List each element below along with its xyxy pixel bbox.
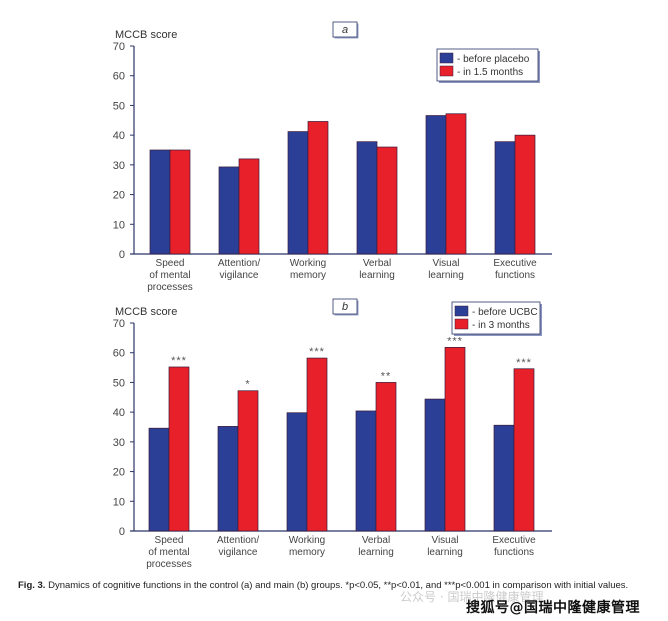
wechat-watermark: 公众号 · 国瑞中隆健康管理 xyxy=(400,590,544,604)
bar-after-1 xyxy=(238,158,260,255)
bar-before-4 xyxy=(424,398,446,532)
y-tick-label: 40 xyxy=(113,130,125,142)
significance-marker: *** xyxy=(309,346,325,358)
y-axis-title: MCCB score xyxy=(115,29,177,41)
x-category-label: Speed xyxy=(156,258,185,269)
legend-label: - before placebo xyxy=(457,54,530,65)
bar-after-3 xyxy=(376,146,398,255)
y-axis-title: MCCB score xyxy=(115,306,177,318)
bar-before-0 xyxy=(149,149,171,255)
x-category-label: Executive xyxy=(493,258,537,269)
x-category-label: Verbal xyxy=(363,258,391,269)
x-category-label: Working xyxy=(289,535,326,546)
caption-label: Fig. 3. xyxy=(18,580,46,591)
bar-after-0 xyxy=(169,149,191,255)
y-tick-label: 30 xyxy=(113,437,125,449)
panel-label-box xyxy=(332,298,358,315)
sohu-watermark: 搜狐号@国瑞中隆健康管理 xyxy=(466,600,640,616)
x-category-label: Attention/ xyxy=(218,258,260,269)
y-tick-label: 70 xyxy=(113,41,125,53)
significance-marker: *** xyxy=(171,355,187,367)
x-category-label: functions xyxy=(494,547,534,558)
y-tick-label: 70 xyxy=(113,318,125,330)
bar-after-4 xyxy=(445,113,467,255)
x-category-label: vigilance xyxy=(219,547,258,558)
y-tick-label: 20 xyxy=(113,467,125,479)
legend-swatch xyxy=(439,65,454,77)
bar-after-0 xyxy=(168,366,190,532)
panel-label: a xyxy=(342,24,348,36)
bar-after-1 xyxy=(237,390,259,532)
legend-box xyxy=(436,48,539,82)
bar-after-3 xyxy=(375,382,397,532)
bar-after-5 xyxy=(514,134,536,255)
bar-before-3 xyxy=(356,141,378,255)
y-tick-label: 60 xyxy=(113,348,125,360)
x-category-label: Working xyxy=(290,258,327,269)
x-category-label: learning xyxy=(428,270,464,281)
y-tick-label: 0 xyxy=(119,249,125,261)
x-category-label: vigilance xyxy=(220,270,259,281)
legend-swatch xyxy=(454,318,469,330)
significance-marker: * xyxy=(245,379,250,391)
bar-before-1 xyxy=(218,166,240,255)
bar-before-5 xyxy=(493,424,515,532)
bar-after-5 xyxy=(513,368,535,532)
y-tick-label: 50 xyxy=(113,377,125,389)
legend-swatch xyxy=(454,305,469,317)
x-category-label: Visual xyxy=(432,258,459,269)
x-category-label: Attention/ xyxy=(217,535,259,546)
bar-after-2 xyxy=(306,357,328,532)
y-tick-label: 60 xyxy=(113,71,125,83)
x-category-label: processes xyxy=(147,282,193,293)
significance-marker: *** xyxy=(516,357,532,369)
panel-label: b xyxy=(342,301,348,313)
bar-after-4 xyxy=(444,347,466,532)
x-category-label: Executive xyxy=(492,535,536,546)
figure-caption: Fig. 3. Dynamics of cognitive functions … xyxy=(18,580,648,592)
legend-label: - in 1.5 months xyxy=(457,67,523,78)
legend-label: - before UCBC xyxy=(472,307,538,318)
y-tick-label: 20 xyxy=(113,190,125,202)
bar-before-2 xyxy=(287,131,309,255)
bar-before-5 xyxy=(494,141,516,255)
y-tick-label: 10 xyxy=(113,219,125,231)
bar-before-0 xyxy=(148,427,170,532)
y-tick-label: 10 xyxy=(113,496,125,508)
bar-before-2 xyxy=(286,412,308,532)
caption-text: Dynamics of cognitive functions in the c… xyxy=(45,580,629,591)
y-tick-label: 0 xyxy=(119,526,125,538)
panel-label-box xyxy=(332,21,358,38)
x-category-label: Speed xyxy=(155,535,184,546)
legend-swatch xyxy=(439,52,454,64)
y-tick-label: 30 xyxy=(113,160,125,172)
legend-label: - in 3 months xyxy=(472,320,530,331)
bar-before-4 xyxy=(425,115,447,255)
x-category-label: memory xyxy=(290,270,326,281)
bar-before-1 xyxy=(217,426,239,532)
x-category-label: functions xyxy=(495,270,535,281)
bar-after-2 xyxy=(307,121,329,255)
x-category-label: Visual xyxy=(431,535,458,546)
x-category-label: of mental xyxy=(148,547,189,558)
x-category-label: learning xyxy=(358,547,394,558)
x-category-label: learning xyxy=(359,270,395,281)
significance-marker: ** xyxy=(381,370,392,382)
y-tick-label: 50 xyxy=(113,100,125,112)
x-category-label: learning xyxy=(427,547,463,558)
bar-before-3 xyxy=(355,410,377,532)
x-category-label: Verbal xyxy=(362,535,390,546)
x-category-label: memory xyxy=(289,547,325,558)
significance-marker: *** xyxy=(447,335,463,347)
x-category-label: processes xyxy=(146,559,192,570)
x-category-label: of mental xyxy=(149,270,190,281)
y-tick-label: 40 xyxy=(113,407,125,419)
